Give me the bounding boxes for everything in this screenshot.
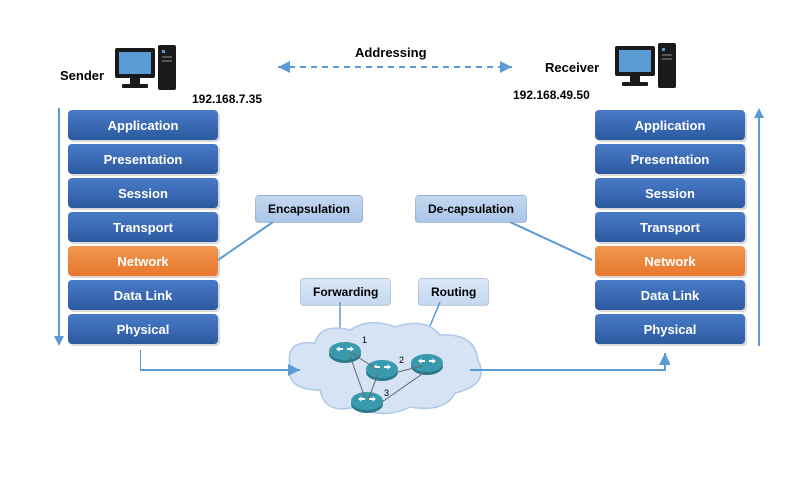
receiver-layer-stack: Application Presentation Session Transpo… (595, 110, 745, 348)
receiver-layer-presentation: Presentation (595, 144, 745, 174)
sender-layer-session: Session (68, 178, 218, 208)
sender-label: Sender (60, 68, 104, 83)
sender-layer-network: Network (68, 246, 218, 276)
sender-layer-presentation: Presentation (68, 144, 218, 174)
receiver-computer-icon (610, 38, 690, 98)
receiver-layer-transport: Transport (595, 212, 745, 242)
addressing-arrow (270, 60, 520, 74)
sender-layer-stack: Application Presentation Session Transpo… (68, 110, 218, 348)
decapsulation-box: De-capsulation (415, 195, 527, 223)
sender-layer-physical: Physical (68, 314, 218, 344)
addressing-title: Addressing (355, 45, 427, 60)
receiver-label: Receiver (545, 60, 599, 75)
sender-ip: 192.168.7.35 (192, 92, 262, 106)
sender-flow-arrow (52, 108, 66, 348)
forwarding-box: Forwarding (300, 278, 391, 306)
encap-line (218, 222, 278, 262)
encapsulation-box: Encapsulation (255, 195, 363, 223)
sender-to-cloud-path (140, 350, 310, 380)
receiver-ip: 192.168.49.50 (513, 88, 590, 102)
receiver-layer-network: Network (595, 246, 745, 276)
sender-layer-application: Application (68, 110, 218, 140)
cloud-to-receiver-path (470, 350, 670, 380)
receiver-layer-session: Session (595, 178, 745, 208)
decap-line (510, 222, 595, 262)
router-mesh-lines (320, 330, 480, 420)
sender-layer-transport: Transport (68, 212, 218, 242)
sender-layer-datalink: Data Link (68, 280, 218, 310)
receiver-layer-datalink: Data Link (595, 280, 745, 310)
receiver-layer-physical: Physical (595, 314, 745, 344)
sender-computer-icon (110, 40, 190, 100)
receiver-flow-arrow (752, 108, 766, 348)
receiver-layer-application: Application (595, 110, 745, 140)
